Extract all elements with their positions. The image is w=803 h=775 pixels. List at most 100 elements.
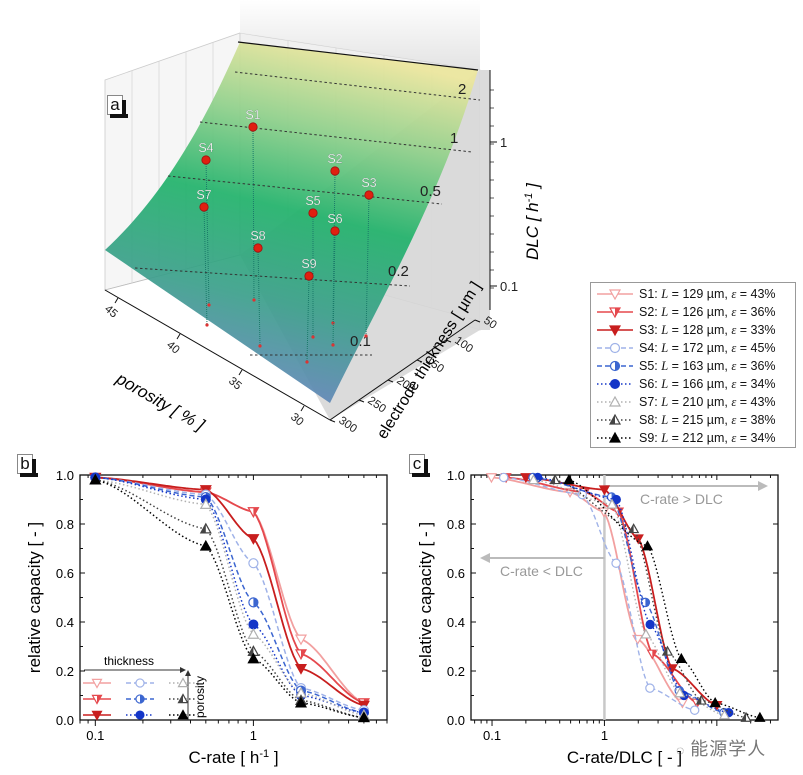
watermark: ◌ 能源学人 xyxy=(676,739,767,759)
legend-label: S4: L = 172 µm, ε = 45% xyxy=(639,341,776,355)
legend-label: S7: L = 210 µm, ε = 43% xyxy=(639,395,776,409)
y-tick-label: 0.2 xyxy=(447,664,465,679)
dlc-surface xyxy=(105,42,478,403)
sample-base-point xyxy=(258,344,262,348)
data-point-S4 xyxy=(689,705,700,715)
thickness-arrow-head xyxy=(180,667,186,673)
panel-label-b: b xyxy=(17,454,38,477)
series-line-S6 xyxy=(95,476,364,714)
legend-entry: S4: L = 172 µm, ε = 45% xyxy=(595,339,795,357)
data-point-S1 xyxy=(294,634,308,646)
x-tick-label: 0.1 xyxy=(86,728,104,743)
series-line-S7 xyxy=(533,479,725,716)
legend-entry: S7: L = 210 µm, ε = 43% xyxy=(595,393,795,411)
legend-entry: S9: L = 212 µm, ε = 34% xyxy=(595,429,795,447)
y-tick xyxy=(445,339,452,343)
legend-marker xyxy=(610,379,620,389)
data-point-S4 xyxy=(248,558,259,569)
y-tick xyxy=(387,379,394,383)
data-point-S9 xyxy=(294,696,308,708)
sample-point xyxy=(201,155,211,165)
data-point-S9 xyxy=(709,697,721,708)
legend-marker xyxy=(608,431,622,443)
contour-label: 0.5 xyxy=(420,183,441,200)
x-tick xyxy=(176,333,181,340)
top-fade xyxy=(240,0,480,70)
y-tick-label: 0.4 xyxy=(56,615,74,630)
data-point-S9 xyxy=(754,711,766,722)
legend-label: S6: L = 166 µm, ε = 34% xyxy=(639,377,776,391)
legend-symbol xyxy=(597,395,633,407)
y-axis-label: relative capacity [ - ] xyxy=(25,522,44,673)
series-line-S4 xyxy=(95,476,365,711)
sample-point xyxy=(199,202,209,212)
y-tick-label: 0.6 xyxy=(447,566,465,581)
data-point-S6 xyxy=(645,619,655,630)
contour-line xyxy=(199,121,473,153)
y-tick xyxy=(358,399,365,403)
data-point-S7 xyxy=(247,628,260,639)
sample-base-point xyxy=(252,298,256,302)
legend-label: S3: L = 128 µm, ε = 33% xyxy=(639,323,776,337)
x-tick-label: 1 xyxy=(250,728,257,743)
contour-line xyxy=(134,267,411,287)
legend-symbol xyxy=(597,431,633,443)
x-tick xyxy=(114,297,119,304)
x-tick-label: 40 xyxy=(164,339,182,356)
inset-legend-marker xyxy=(177,709,189,720)
panel-label-c: c xyxy=(409,454,430,477)
data-point-S6 xyxy=(248,619,259,630)
sample-stem xyxy=(203,206,208,326)
legend-label: S9: L = 212 µm, ε = 34% xyxy=(639,431,776,445)
data-point-S7 xyxy=(640,628,652,639)
data-point-S7 xyxy=(718,709,731,720)
sample-stem xyxy=(252,126,255,301)
data-point-S4 xyxy=(645,683,655,693)
legend-symbol xyxy=(597,379,633,389)
legend-label: S2: L = 126 µm, ε = 36% xyxy=(639,305,776,319)
x-tick xyxy=(300,405,305,412)
legend-label: S1: L = 129 µm, ε = 43% xyxy=(639,287,776,301)
x-tick-label: 45 xyxy=(102,303,120,320)
z-tick-label: 1 xyxy=(500,135,507,150)
y-tick-label: 0.8 xyxy=(56,517,74,532)
data-point-S9 xyxy=(641,540,654,551)
x-axis-porosity xyxy=(104,289,331,421)
sample-base-point xyxy=(207,303,211,307)
y-tick-label: 0.4 xyxy=(447,615,465,630)
series-line-S9 xyxy=(568,479,761,719)
sample-label: S9 xyxy=(301,257,316,271)
sample-label: S2 xyxy=(327,152,342,166)
sample-point xyxy=(248,122,258,132)
inset-legend-marker xyxy=(177,677,189,688)
annotation-above: C-rate > DLC xyxy=(640,491,723,507)
x-tick-label: 30 xyxy=(288,411,306,428)
x-tick xyxy=(238,369,243,376)
y-tick-label: 1.0 xyxy=(447,468,465,483)
sample-label: S6 xyxy=(327,212,342,226)
sample-point xyxy=(308,208,318,218)
sample-label: S5 xyxy=(305,194,320,208)
plot-frame xyxy=(79,474,388,721)
sample-point xyxy=(330,166,340,176)
y-tick-label: 0.6 xyxy=(56,566,74,581)
data-point-S9 xyxy=(89,473,102,485)
data-point-S3 xyxy=(598,485,611,496)
sample-points: S1 S2 S3 S4 S5 S6 S7 S8 S9 xyxy=(196,108,377,281)
y-tick-label: 0.8 xyxy=(447,517,465,532)
sample-stem xyxy=(365,194,370,337)
series-line-S5 xyxy=(95,476,365,714)
data-point-S4 xyxy=(498,472,509,483)
sample-label: S3 xyxy=(361,176,376,190)
sample-point xyxy=(253,243,263,253)
data-point-S7 xyxy=(199,498,212,510)
x-axis-label: C-rate/DLC [ - ] xyxy=(567,748,682,767)
inset-legend-marker xyxy=(91,710,103,721)
sample-base-point xyxy=(331,343,335,347)
data-point-S9 xyxy=(675,652,687,664)
legend-entry: S2: L = 126 µm, ε = 36% xyxy=(595,303,795,321)
y-axis-thickness xyxy=(329,319,476,421)
series-line-S5 xyxy=(532,476,725,714)
arrow-left-head xyxy=(480,553,490,563)
